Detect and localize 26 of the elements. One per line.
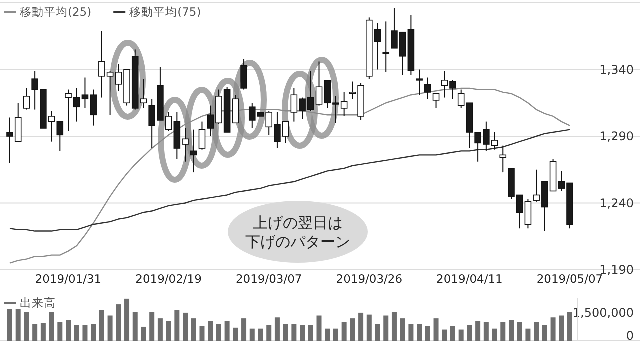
y-tick-label: 0 (626, 328, 634, 343)
legend-label: 出来高 (20, 296, 56, 310)
x-tick-label: 2019/03/26 (336, 272, 403, 286)
y-tick-label: 1,500,000 (572, 306, 634, 320)
y-tick-label: 1,340 (600, 62, 634, 77)
x-tick-label: 2019/03/07 (236, 272, 302, 286)
candlestick (382, 21, 390, 73)
x-tick-label: 2019/02/19 (136, 272, 202, 286)
candlestick (240, 58, 248, 90)
candlestick (190, 129, 198, 174)
annotation: 上げの翌日は (253, 214, 343, 232)
candlestick (458, 89, 465, 109)
candlestick (500, 145, 507, 174)
x-tick-label: 2019/04/11 (436, 272, 503, 286)
candlestick (432, 93, 440, 109)
legend-label: 移動平均(25) (20, 5, 92, 20)
annotation: 下げのパターン (246, 232, 350, 251)
x-tick-label: 2019/01/31 (35, 272, 102, 286)
candlestick (198, 121, 206, 150)
legend-label: 移動平均(75) (130, 5, 202, 20)
y-tick-label: 1,290 (600, 130, 634, 144)
line-series (9, 129, 571, 232)
candlestick (23, 88, 30, 110)
candlestick (424, 77, 432, 100)
candlestick (416, 69, 423, 96)
y-tick-label: 1,240 (600, 196, 634, 210)
